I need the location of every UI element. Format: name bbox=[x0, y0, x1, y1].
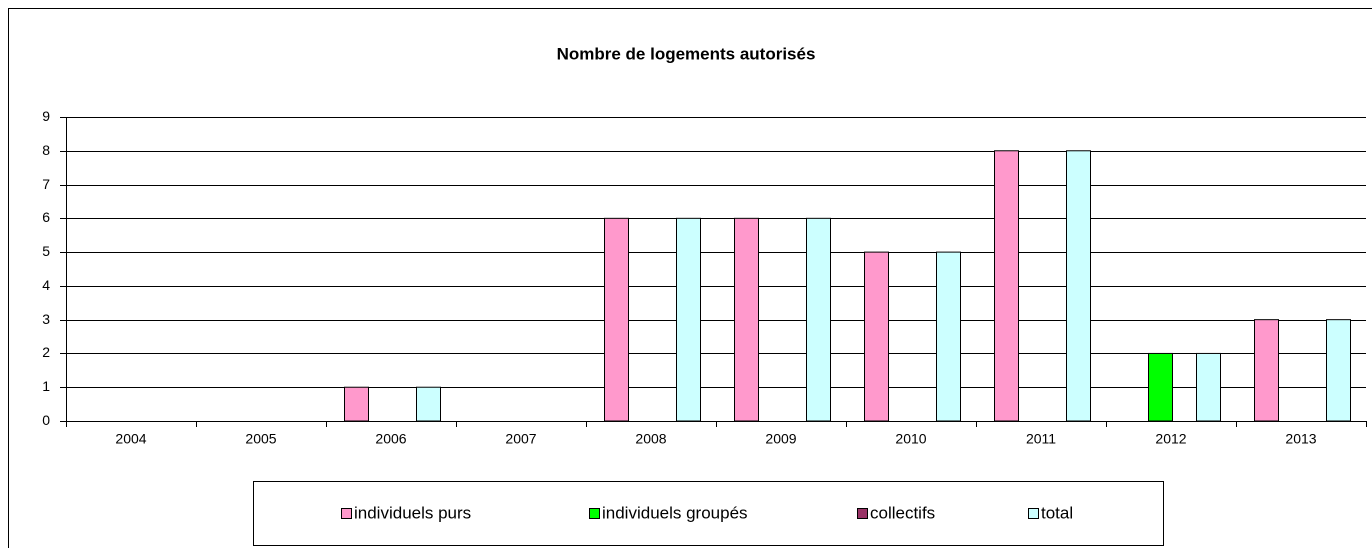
y-tick-label: 1 bbox=[42, 378, 50, 394]
bar bbox=[344, 386, 369, 422]
x-tick-label: 2010 bbox=[895, 431, 926, 447]
bar bbox=[604, 217, 629, 422]
y-tick-label: 2 bbox=[42, 344, 50, 360]
bar bbox=[1196, 352, 1221, 422]
bar bbox=[734, 217, 759, 422]
bar bbox=[806, 217, 831, 422]
legend-swatch bbox=[341, 508, 352, 519]
legend-label: collectifs bbox=[870, 503, 935, 522]
legend-label: individuels groupés bbox=[602, 503, 748, 522]
x-tick-label: 2011 bbox=[1026, 431, 1056, 447]
bar bbox=[676, 217, 701, 422]
chart-border bbox=[8, 8, 1372, 548]
legend-swatch bbox=[1028, 508, 1039, 519]
bar bbox=[1066, 150, 1091, 422]
bar bbox=[1148, 352, 1173, 422]
legend-swatch bbox=[589, 508, 600, 519]
x-tick-label: 2007 bbox=[505, 431, 536, 447]
legend-label: individuels purs bbox=[354, 503, 471, 522]
y-tick-label: 9 bbox=[42, 108, 50, 124]
y-tick-label: 3 bbox=[42, 311, 50, 327]
bar bbox=[1326, 319, 1351, 422]
x-tick-label: 2005 bbox=[245, 431, 276, 447]
x-tick-label: 2012 bbox=[1155, 431, 1186, 447]
y-tick-label: 8 bbox=[42, 142, 50, 158]
y-tick-label: 7 bbox=[42, 176, 50, 192]
y-tick-label: 4 bbox=[42, 277, 50, 293]
bar bbox=[994, 150, 1019, 422]
legend-swatch bbox=[857, 508, 868, 519]
x-tick-label: 2008 bbox=[635, 431, 666, 447]
x-tick-label: 2004 bbox=[115, 431, 146, 447]
legend bbox=[253, 481, 1164, 546]
bar bbox=[936, 251, 961, 422]
y-tick-label: 6 bbox=[42, 209, 50, 225]
x-tick-label: 2013 bbox=[1285, 431, 1316, 447]
x-tick-label: 2009 bbox=[765, 431, 796, 447]
y-tick-label: 5 bbox=[42, 243, 50, 259]
bar bbox=[864, 251, 889, 422]
bar bbox=[416, 386, 441, 422]
chart-title: Nombre de logements autorisés bbox=[557, 44, 816, 63]
x-tick-label: 2006 bbox=[375, 431, 406, 447]
legend-label: total bbox=[1041, 503, 1073, 522]
y-tick-label: 0 bbox=[42, 412, 50, 428]
bar bbox=[1254, 319, 1279, 422]
